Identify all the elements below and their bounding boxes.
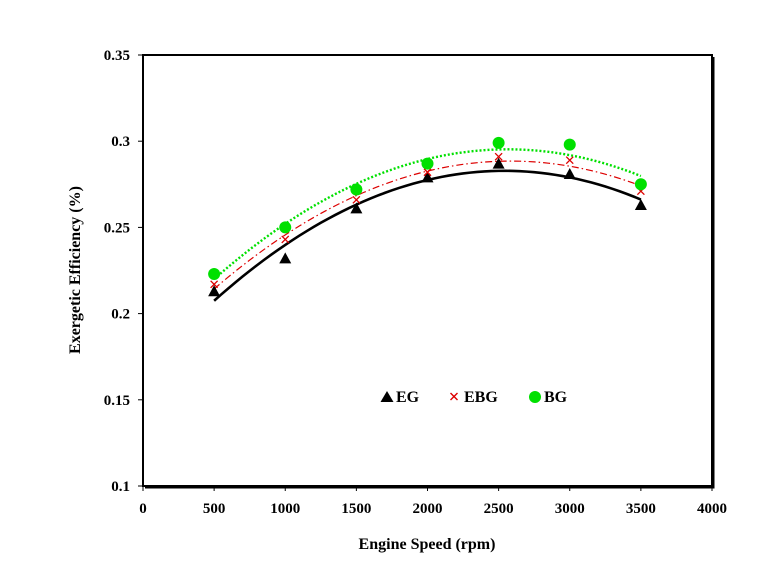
x-tick-label: 2500 [484,501,514,517]
point-eg [208,285,221,297]
point-bg [279,221,292,234]
point-bg [208,267,221,280]
x-tick-label: 4000 [697,501,727,517]
x-tick-label: 3000 [555,501,585,517]
x-tick-label: 1500 [341,501,371,517]
y-tick-label: 0.3 [111,134,130,150]
plot-area [142,54,713,487]
data-points [208,136,647,297]
x-tick-label: 1000 [270,501,300,517]
x-tick-label: 0 [139,501,147,517]
y-axis-ticks: 0.1 0.15 0.2 0.25 0.3 0.35 [104,48,143,495]
plot-shadow-bottom [145,486,715,489]
x-tick-label: 3500 [626,501,656,517]
point-bg [421,157,434,170]
y-tick-label: 0.15 [104,393,130,409]
point-bg [634,178,647,191]
legend-eg-marker [380,391,394,402]
legend-ebg-marker [450,392,458,401]
point-ebg [423,168,432,177]
legend-ebg-label: EBG [464,389,498,406]
point-ebg [210,280,219,289]
point-bg [563,138,576,151]
x-tick-label: 2000 [413,501,443,517]
trendline-ebg [213,160,642,290]
y-tick-label: 0.1 [111,479,130,495]
point-eg [492,157,505,169]
point-eg [421,171,434,183]
point-eg [350,202,363,214]
point-eg [634,198,647,210]
x-tick-label: 500 [203,501,226,517]
point-ebg [352,195,361,204]
point-eg [279,252,292,264]
legend-bg-marker [529,391,541,403]
x-axis-ticks: 0 500 1000 1500 2000 2500 3000 3500 4000 [139,486,727,517]
point-ebg [494,152,503,161]
y-axis-title: Exergetic Efficiency (%) [67,186,84,354]
y-tick-label: 0.25 [104,220,130,236]
point-bg [492,136,505,149]
y-tick-label: 0.35 [104,48,130,64]
x-axis-title: Engine Speed (rpm) [359,536,496,553]
y-tick-label: 0.2 [111,307,130,323]
point-ebg [565,156,574,165]
point-eg [563,167,576,179]
plot-shadow-right [712,57,715,488]
legend: EG EBG BG [380,389,568,406]
legend-eg-label: EG [396,389,420,406]
point-bg [350,183,363,196]
legend-bg-label: BG [544,389,568,406]
point-ebg [281,235,290,244]
